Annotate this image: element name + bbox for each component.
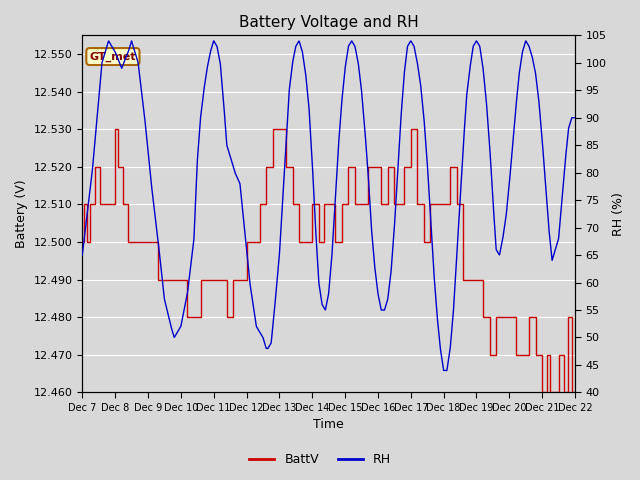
X-axis label: Time: Time — [313, 419, 344, 432]
Y-axis label: Battery (V): Battery (V) — [15, 180, 28, 248]
Title: Battery Voltage and RH: Battery Voltage and RH — [239, 15, 419, 30]
Legend: BattV, RH: BattV, RH — [244, 448, 396, 471]
Y-axis label: RH (%): RH (%) — [612, 192, 625, 236]
Text: GT_met: GT_met — [90, 51, 136, 61]
